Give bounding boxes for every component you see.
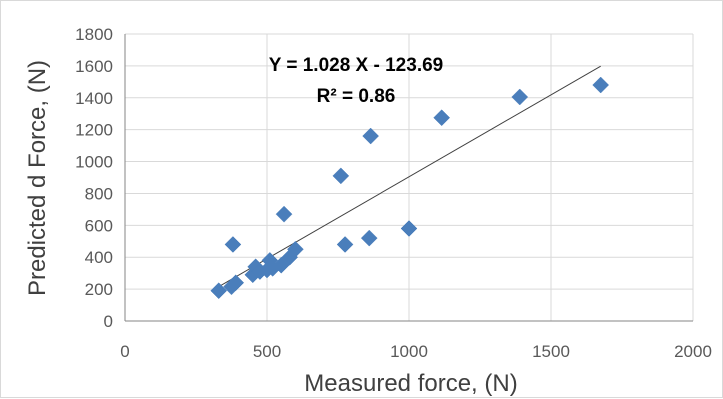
data-point (210, 282, 228, 300)
y-axis-title: Predicted d Force, (N) (24, 60, 51, 296)
data-point (362, 127, 380, 145)
tick-labels: 0 200 400 600 800 1000 1200 1400 1600 1800 0 500 100… (75, 25, 712, 361)
gridlines (124, 33, 694, 322)
axes (124, 34, 693, 322)
data-point (360, 229, 378, 247)
y-tick-label: 400 (85, 248, 113, 267)
data-point (433, 109, 451, 127)
trendline-layer (218, 65, 601, 288)
equation-annotation: Y = 1.028 X - 123.69 (269, 55, 443, 76)
x-tick-label: 1000 (390, 342, 428, 361)
y-tick-label: 1000 (75, 153, 113, 172)
data-point (336, 236, 354, 253)
x-tick-label: 500 (253, 342, 281, 361)
data-point (287, 240, 304, 258)
x-tick-label: 2000 (674, 342, 712, 361)
x-tick-label: 0 (120, 342, 129, 361)
data-points (210, 76, 610, 300)
data-point (511, 88, 529, 106)
data-point (332, 167, 350, 185)
y-tick-label: 1600 (75, 57, 113, 76)
data-point (227, 274, 245, 292)
y-tick-label: 1200 (75, 121, 113, 140)
y-tick-label: 0 (104, 312, 113, 331)
trendline (218, 65, 601, 288)
data-point (400, 220, 418, 237)
y-tick-label: 600 (85, 216, 113, 235)
data-point (275, 205, 293, 223)
x-tick-label: 1500 (532, 342, 570, 361)
y-tick-label: 800 (85, 184, 113, 203)
r-squared-annotation: R² = 0.86 (317, 86, 396, 107)
y-tick-label: 1800 (75, 25, 113, 44)
data-point (592, 76, 610, 94)
y-tick-label: 200 (85, 280, 113, 299)
x-axis-title: Measured force, (N) (304, 370, 517, 397)
y-tick-label: 1400 (75, 89, 113, 108)
data-point (224, 236, 242, 253)
data-point (272, 256, 290, 274)
